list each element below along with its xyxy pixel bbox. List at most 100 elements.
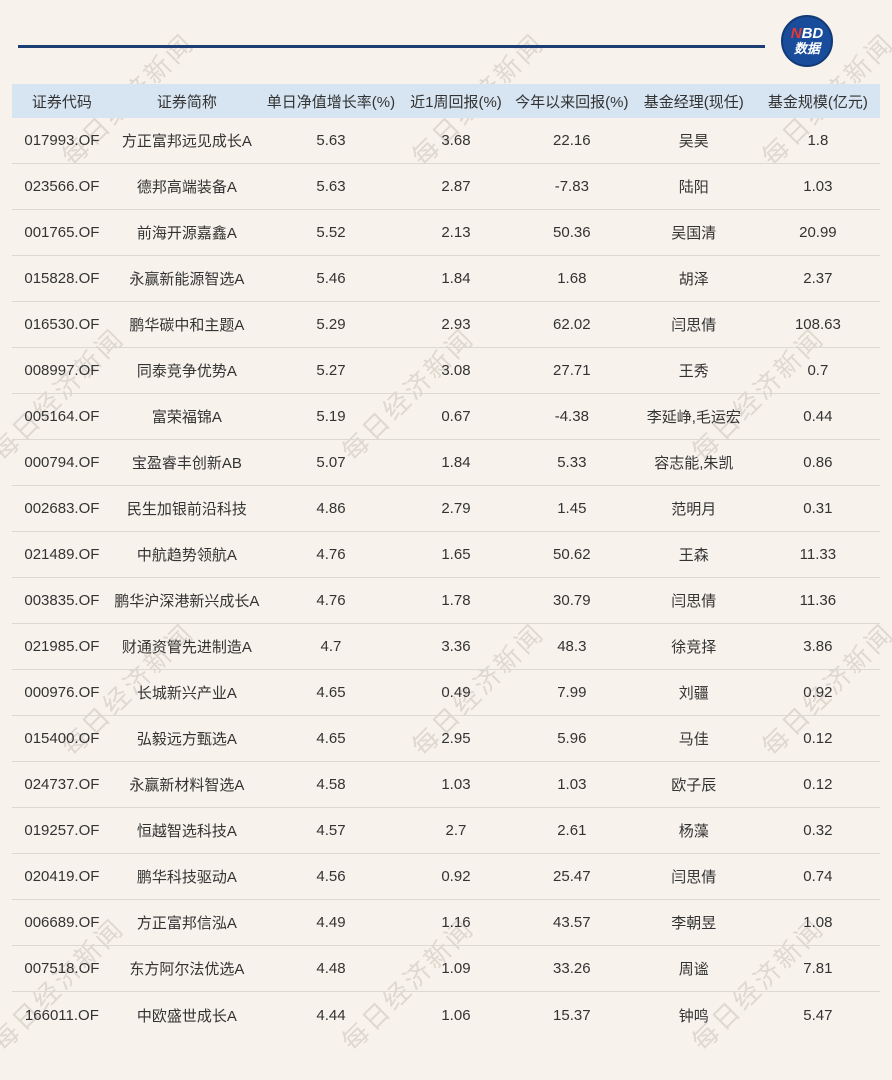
- cell-1week-return: 0.92: [441, 868, 471, 885]
- cell-fund-manager: 吴昊: [678, 133, 709, 150]
- cell-ytd-return: 7.99: [557, 684, 587, 701]
- cell-daily-nav-growth: 4.65: [316, 730, 346, 747]
- cell-security-code: 166011.OF: [24, 1006, 99, 1024]
- cell-ytd-return: 25.47: [553, 868, 591, 885]
- cell-security-name: 鹏华科技驱动A: [136, 869, 237, 886]
- cell-daily-nav-growth: 5.63: [316, 178, 346, 195]
- cell-security-name: 同泰竞争优势A: [136, 363, 237, 380]
- column-header: 单日净值增长率(%): [266, 93, 396, 111]
- cell-fund-size: 0.12: [803, 776, 833, 793]
- cell-fund-manager: 李朝昱: [671, 915, 717, 932]
- cell-ytd-return: 1.03: [557, 776, 587, 793]
- cell-1week-return: 2.87: [441, 178, 471, 195]
- cell-fund-size: 0.32: [803, 822, 833, 839]
- cell-fund-size: 2.37: [803, 270, 833, 287]
- cell-security-code: 024737.OF: [24, 776, 100, 793]
- cell-daily-nav-growth: 4.86: [316, 500, 346, 517]
- cell-ytd-return: -4.38: [554, 408, 589, 425]
- cell-fund-manager: 刘疆: [678, 685, 709, 702]
- cell-ytd-return: 15.37: [553, 1006, 591, 1024]
- cell-security-code: 015400.OF: [24, 730, 100, 747]
- cell-security-name: 永赢新材料智选A: [129, 777, 245, 794]
- cell-ytd-return: 2.61: [557, 822, 587, 839]
- cell-1week-return: 2.95: [441, 730, 471, 747]
- table-row: 016530.OF 鹏华碳中和主题A 5.29 2.93 62.02 闫思倩 1…: [12, 302, 880, 348]
- cell-daily-nav-growth: 4.76: [316, 546, 346, 563]
- cell-fund-size: 5.47: [803, 1006, 833, 1024]
- cell-1week-return: 0.67: [441, 408, 471, 425]
- cell-ytd-return: 5.96: [557, 730, 587, 747]
- cell-fund-size: 0.31: [803, 500, 833, 517]
- cell-1week-return: 3.08: [441, 362, 471, 379]
- cell-fund-manager: 闫思倩: [671, 593, 717, 610]
- cell-security-name: 前海开源嘉鑫A: [136, 225, 237, 242]
- cell-1week-return: 0.49: [441, 684, 471, 701]
- table-row: 019257.OF 恒越智选科技A 4.57 2.7 2.61 杨藻 0.32: [12, 808, 880, 854]
- cell-1week-return: 1.78: [441, 592, 471, 609]
- column-header: 近1周回报(%): [410, 93, 502, 111]
- cell-fund-size: 7.81: [803, 960, 833, 977]
- cell-fund-manager: 胡泽: [678, 271, 709, 288]
- nbd-logo-subtext: 数据: [793, 41, 820, 57]
- cell-security-name: 德邦高端装备A: [136, 179, 237, 196]
- cell-fund-manager: 杨藻: [678, 823, 709, 840]
- table-row: 021985.OF 财通资管先进制造A 4.7 3.36 48.3 徐竞择 3.…: [12, 624, 880, 670]
- cell-1week-return: 2.79: [441, 500, 471, 517]
- cell-daily-nav-growth: 5.29: [316, 316, 346, 333]
- cell-fund-size: 0.7: [807, 362, 829, 379]
- table-row: 006689.OF 方正富邦信泓A 4.49 1.16 43.57 李朝昱 1.…: [12, 900, 880, 946]
- column-header: 基金经理(现任): [643, 93, 744, 111]
- cell-security-code: 021489.OF: [24, 546, 100, 563]
- cell-security-code: 016530.OF: [24, 316, 100, 333]
- cell-1week-return: 2.13: [441, 224, 471, 241]
- cell-fund-size: 0.12: [803, 730, 833, 747]
- cell-fund-manager: 范明月: [671, 501, 717, 518]
- cell-daily-nav-growth: 4.58: [316, 776, 346, 793]
- table-row: 007518.OF 东方阿尔法优选A 4.48 1.09 33.26 周谧 7.…: [12, 946, 880, 992]
- cell-daily-nav-growth: 4.56: [316, 868, 346, 885]
- table-row: 015400.OF 弘毅远方甄选A 4.65 2.95 5.96 马佳 0.12: [12, 716, 880, 762]
- cell-1week-return: 1.06: [441, 1006, 471, 1024]
- column-header: 基金规模(亿元): [767, 93, 868, 111]
- cell-fund-manager: 徐竞择: [671, 639, 717, 656]
- table-row: 003835.OF 鹏华沪深港新兴成长A 4.76 1.78 30.79 闫思倩…: [12, 578, 880, 624]
- table-row: 005164.OF 富荣福锦A 5.19 0.67 -4.38 李延峥,毛运宏 …: [12, 394, 880, 440]
- cell-daily-nav-growth: 4.57: [316, 822, 346, 839]
- cell-fund-manager: 容志能,朱凯: [654, 455, 734, 472]
- cell-security-code: 021985.OF: [24, 638, 100, 655]
- cell-daily-nav-growth: 5.07: [316, 454, 346, 471]
- cell-fund-manager: 闫思倩: [671, 317, 717, 334]
- cell-security-name: 财通资管先进制造A: [121, 639, 252, 656]
- cell-security-code: 015828.OF: [24, 270, 100, 287]
- nbd-logo-text: NBD: [790, 25, 824, 43]
- cell-security-name: 方正富邦信泓A: [136, 915, 237, 932]
- cell-1week-return: 2.7: [445, 822, 467, 839]
- cell-ytd-return: 50.62: [553, 546, 591, 563]
- cell-security-code: 001765.OF: [24, 224, 100, 241]
- cell-ytd-return: 5.33: [557, 454, 587, 471]
- cell-1week-return: 1.03: [441, 776, 471, 793]
- cell-ytd-return: 27.71: [553, 362, 591, 379]
- cell-fund-size: 108.63: [794, 316, 841, 333]
- table-body: 017993.OF 方正富邦远见成长A 5.63 3.68 22.16 吴昊 1…: [12, 118, 880, 1038]
- cell-security-code: 017993.OF: [24, 132, 100, 149]
- cell-ytd-return: 30.79: [553, 592, 591, 609]
- cell-security-name: 民生加银前沿科技: [126, 501, 247, 518]
- cell-security-code: 006689.OF: [24, 914, 100, 931]
- table-row: 000794.OF 宝盈睿丰创新AB 5.07 1.84 5.33 容志能,朱凯…: [12, 440, 880, 486]
- cell-security-code: 019257.OF: [24, 822, 100, 839]
- column-header: 证券代码: [31, 93, 92, 111]
- table-row: 015828.OF 永赢新能源智选A 5.46 1.84 1.68 胡泽 2.3…: [12, 256, 880, 302]
- cell-security-name: 中航趋势领航A: [136, 547, 237, 564]
- cell-security-name: 东方阿尔法优选A: [129, 961, 245, 978]
- cell-fund-size: 0.92: [803, 684, 833, 701]
- cell-daily-nav-growth: 5.19: [316, 408, 346, 425]
- table-row: 002683.OF 民生加银前沿科技 4.86 2.79 1.45 范明月 0.…: [12, 486, 880, 532]
- cell-fund-manager: 王森: [678, 547, 709, 564]
- cell-fund-manager: 王秀: [678, 363, 709, 380]
- cell-fund-manager: 马佳: [678, 731, 709, 748]
- cell-1week-return: 3.36: [441, 638, 471, 655]
- cell-fund-size: 0.44: [803, 408, 833, 425]
- cell-ytd-return: 43.57: [553, 914, 591, 931]
- table-header-row: 证券代码 证券简称 单日净值增长率(%) 近1周回报(%) 今年以来回报(%) 基金经理(…: [12, 84, 880, 118]
